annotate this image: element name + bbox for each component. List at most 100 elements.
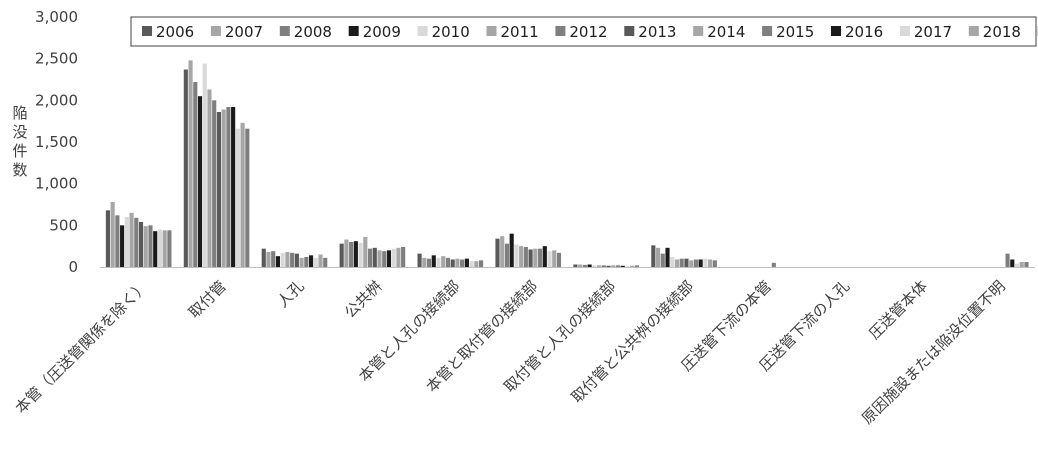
bar xyxy=(372,247,377,267)
bar xyxy=(708,259,713,267)
bar xyxy=(674,259,680,267)
bar xyxy=(712,260,717,267)
legend-swatch xyxy=(348,26,359,36)
bar xyxy=(285,252,290,267)
bar xyxy=(275,256,280,267)
bar xyxy=(445,257,451,267)
bar xyxy=(630,265,635,267)
legend-label: 2007 xyxy=(225,23,263,41)
bar xyxy=(615,265,621,267)
x-tick-label: 本管（圧送管関係を除く） xyxy=(12,277,152,417)
legend-label: 2012 xyxy=(569,23,607,41)
bar xyxy=(771,262,776,267)
bar xyxy=(547,251,552,267)
bar xyxy=(367,248,373,267)
bar xyxy=(358,242,363,267)
bar xyxy=(1005,253,1010,267)
bar xyxy=(202,63,207,267)
y-tick-label: 3,000 xyxy=(35,8,78,26)
legend-label: 2011 xyxy=(501,23,539,41)
legend-swatch xyxy=(693,26,704,36)
bar xyxy=(533,248,538,267)
bar xyxy=(450,259,455,267)
bar xyxy=(578,264,583,267)
bar xyxy=(422,257,427,267)
bar xyxy=(105,210,110,267)
y-axis: 0 500 1,000 1,500 2,000 2,500 3,000 xyxy=(35,8,78,276)
bar xyxy=(401,247,406,267)
bar xyxy=(1014,263,1020,267)
bar xyxy=(573,264,578,267)
bar xyxy=(183,69,188,267)
bar xyxy=(193,82,198,267)
bar xyxy=(386,250,392,267)
bar xyxy=(124,217,129,267)
bar xyxy=(703,258,708,267)
bar xyxy=(120,225,125,267)
legend-swatch xyxy=(624,26,635,36)
bar xyxy=(523,247,528,267)
y-tick-label: 1,000 xyxy=(35,175,78,193)
bar xyxy=(162,230,167,267)
bar xyxy=(436,257,441,267)
bar xyxy=(528,249,533,267)
bar xyxy=(660,253,665,267)
x-tick-label: 公共桝 xyxy=(341,277,386,322)
bar xyxy=(148,225,153,267)
bar xyxy=(207,89,212,267)
bar xyxy=(679,258,684,267)
bar xyxy=(323,257,328,267)
bar xyxy=(1024,262,1029,267)
bar xyxy=(157,229,163,267)
x-tick-label: 原因施設または陥没位置不明 xyxy=(858,277,1009,428)
y-axis-label-char: 没 xyxy=(12,123,27,141)
legend-label: 2010 xyxy=(432,23,470,41)
bar xyxy=(110,202,115,267)
bar xyxy=(216,112,222,267)
bar xyxy=(665,247,670,267)
bar xyxy=(308,255,314,267)
legend-label: 2008 xyxy=(294,23,332,41)
bar xyxy=(235,128,240,267)
x-tick-label: 圧送管本体 xyxy=(865,277,931,343)
x-tick-label: 人孔 xyxy=(274,277,308,311)
bar xyxy=(655,247,661,267)
bar xyxy=(441,256,446,267)
bar xyxy=(138,222,144,267)
bar xyxy=(426,258,432,267)
bar xyxy=(245,128,250,267)
bar xyxy=(115,215,120,267)
legend-label: 2016 xyxy=(845,23,883,41)
legend-label: 2013 xyxy=(638,23,676,41)
y-axis-label-char: 件 xyxy=(12,142,27,160)
bar xyxy=(396,247,401,267)
bar xyxy=(601,265,606,267)
legend-label: 2017 xyxy=(914,23,952,41)
bar xyxy=(221,109,226,267)
bar xyxy=(582,264,587,267)
bar xyxy=(188,60,193,268)
bar xyxy=(231,107,236,267)
bar xyxy=(514,244,519,267)
legend-swatch xyxy=(762,26,773,36)
bar xyxy=(500,236,505,267)
bar xyxy=(382,251,387,267)
bar xyxy=(266,252,271,267)
bar xyxy=(167,230,172,267)
bar xyxy=(620,265,625,267)
bar xyxy=(455,258,460,267)
bar xyxy=(689,260,694,267)
y-axis-label-char: 陥 xyxy=(12,104,27,122)
bar xyxy=(611,265,616,267)
bar xyxy=(469,261,474,267)
legend-label: 2018 xyxy=(983,23,1021,41)
bar xyxy=(271,251,276,267)
bar xyxy=(479,260,484,267)
bar xyxy=(377,250,382,267)
bar xyxy=(153,231,158,267)
bar xyxy=(460,259,465,267)
bar xyxy=(625,265,630,267)
bar xyxy=(240,122,245,267)
